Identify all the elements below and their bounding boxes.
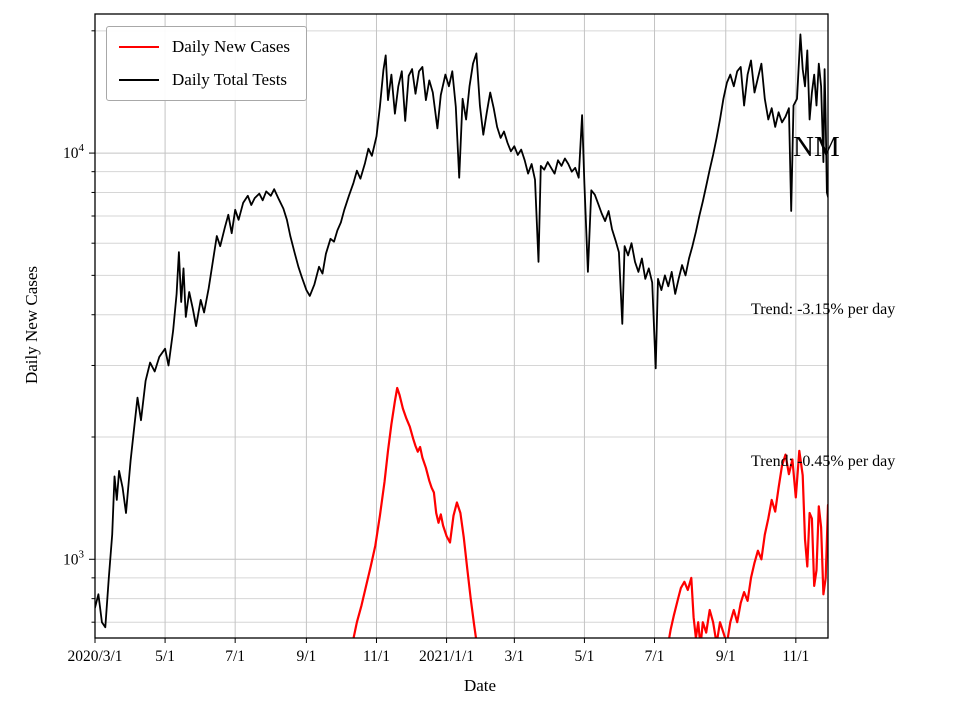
- legend: Daily New Cases Daily Total Tests: [106, 26, 308, 101]
- trend-annotation-cases: Trend: -0.45% per day: [751, 453, 896, 470]
- x-axis-label: Date: [463, 676, 497, 695]
- svg-text:11/1: 11/1: [363, 648, 390, 665]
- svg-text:104: 104: [63, 142, 85, 162]
- legend-item-daily-total-tests: Daily Total Tests: [119, 70, 290, 90]
- legend-item-daily-new-cases: Daily New Cases: [119, 37, 290, 57]
- svg-text:9/1: 9/1: [716, 648, 736, 665]
- legend-label: Daily New Cases: [172, 37, 291, 56]
- legend-line-swatch-black: [119, 79, 159, 81]
- y-axis-label: Daily New Cases: [22, 265, 41, 385]
- svg-text:2021/1/1: 2021/1/1: [419, 648, 474, 665]
- svg-text:11/1: 11/1: [782, 648, 809, 665]
- svg-text:103: 103: [63, 548, 85, 568]
- legend-label: Daily Total Tests: [172, 70, 288, 89]
- state-code-label: NM: [793, 131, 840, 163]
- svg-text:3/1: 3/1: [504, 648, 524, 665]
- svg-text:7/1: 7/1: [645, 648, 665, 665]
- svg-text:9/1: 9/1: [296, 648, 316, 665]
- svg-text:2020/3/1: 2020/3/1: [67, 648, 122, 665]
- svg-text:5/1: 5/1: [155, 648, 175, 665]
- trend-annotation-tests: Trend: -3.15% per day: [751, 301, 896, 318]
- svg-text:5/1: 5/1: [575, 648, 595, 665]
- svg-text:7/1: 7/1: [225, 648, 245, 665]
- legend-line-swatch-red: [119, 46, 159, 48]
